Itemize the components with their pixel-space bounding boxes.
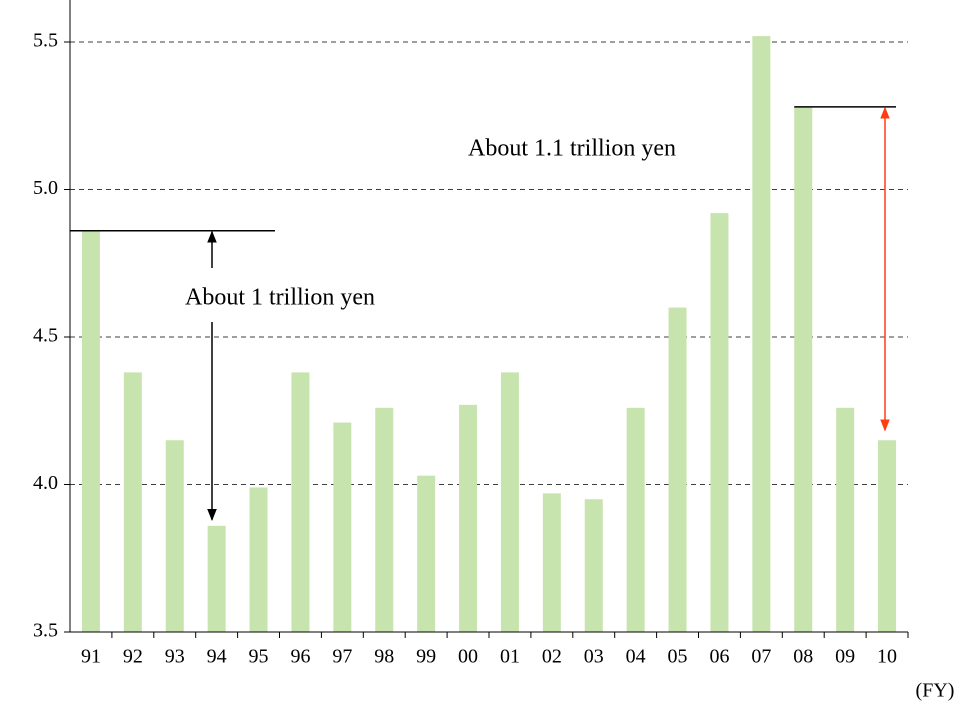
x-tick-label: 10 (877, 646, 897, 668)
x-tick-label: 09 (835, 646, 855, 668)
x-tick-label: 02 (542, 646, 562, 668)
bar (584, 499, 603, 632)
x-tick-label: 08 (793, 646, 813, 668)
bar (333, 422, 352, 632)
y-tick-label: 5.5 (33, 30, 58, 52)
annotation: About 1.1 trillion yen (468, 136, 676, 162)
bar (500, 372, 519, 632)
x-tick-label: 91 (81, 646, 101, 668)
x-tick-label: 06 (709, 646, 729, 668)
x-tick-label: 96 (290, 646, 310, 668)
bar (207, 525, 226, 632)
bar (459, 404, 478, 632)
y-tick-label: 5.0 (33, 177, 58, 199)
x-tick-label: 04 (626, 646, 646, 668)
bar (878, 440, 897, 632)
bar (165, 440, 184, 632)
bar (752, 36, 771, 633)
x-tick-label: 01 (500, 646, 520, 668)
x-tick-label: 05 (668, 646, 688, 668)
x-tick-label: 97 (332, 646, 352, 668)
x-tick-label: 00 (458, 646, 478, 668)
x-tick-label: 92 (123, 646, 143, 668)
y-tick-label: 3.5 (33, 620, 58, 642)
bar (291, 372, 310, 632)
bar (710, 213, 729, 632)
x-axis-label: (FY) (916, 680, 955, 702)
x-tick-label: 93 (165, 646, 185, 668)
x-tick-label: 98 (374, 646, 394, 668)
x-tick-label: 07 (751, 646, 771, 668)
bar (542, 493, 561, 632)
bar (836, 407, 855, 632)
y-tick-label: 4.0 (33, 472, 58, 494)
bar (375, 407, 394, 632)
bar (81, 230, 100, 633)
x-tick-label: 03 (584, 646, 604, 668)
bar (668, 307, 687, 632)
y-tick-label: 4.5 (33, 325, 58, 347)
bar (626, 407, 645, 632)
x-tick-label: 94 (207, 646, 227, 668)
bar (123, 372, 142, 632)
annotation: About 1 trillion yen (185, 285, 375, 311)
bar (794, 106, 813, 632)
bar (249, 487, 268, 632)
x-tick-label: 95 (249, 646, 269, 668)
bar (417, 475, 436, 632)
x-tick-label: 99 (416, 646, 436, 668)
